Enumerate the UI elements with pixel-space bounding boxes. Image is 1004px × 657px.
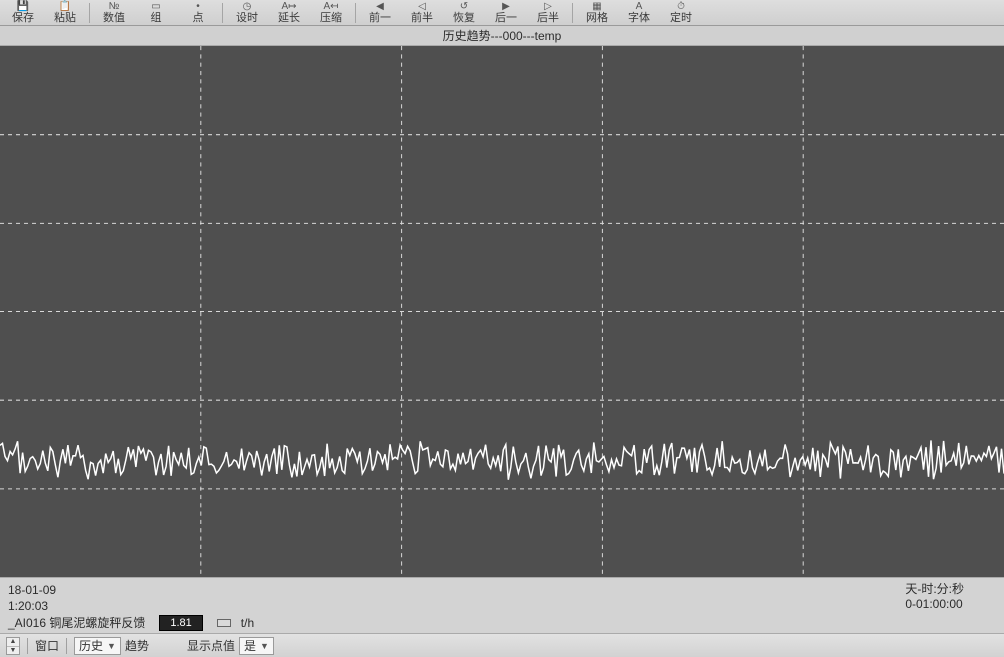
prev-one-button[interactable]: ◀前一 [359,1,401,25]
prev-one-button-label: 前一 [369,12,391,24]
next-one-button[interactable]: ▶后一 [485,1,527,25]
paste-button[interactable]: 📋粘贴 [44,1,86,25]
show-value-select[interactable]: 是 ▼ [239,637,274,655]
restore-icon: ↺ [460,2,468,12]
point-button[interactable]: •点 [177,1,219,25]
grid-button-label: 网格 [586,12,608,24]
chart-area[interactable] [0,46,1004,577]
grid-button[interactable]: ▦网格 [576,1,618,25]
grid-icon: ▦ [592,2,601,12]
save-button[interactable]: 💾保存 [2,1,44,25]
group-button[interactable]: ▭组 [135,1,177,25]
group-icon: ▭ [151,2,160,12]
restore-button-label: 恢复 [453,12,475,24]
font-button[interactable]: A字体 [618,1,660,25]
prev-half-button-label: 前半 [411,12,433,24]
group-button-label: 组 [151,12,162,24]
compress-button-label: 压缩 [320,12,342,24]
prev-half-button[interactable]: ◁前半 [401,1,443,25]
main-toolbar: 💾保存📋粘贴№数值▭组•点◷设时A↦延长A↤压缩◀前一◁前半↺恢复▶后一▷后半▦… [0,0,1004,26]
set-time-icon: ◷ [243,2,252,12]
set-time-button-label: 设时 [236,12,258,24]
point-button-label: 点 [193,12,204,24]
info-panel: 天-时:分:秒 0-01:00:00 18-01-09 1:20:03 _AI0… [0,577,1004,633]
point-icon: • [196,2,200,12]
history-select[interactable]: 历史 ▼ [74,637,121,655]
unit-label: t/h [241,616,254,630]
toolbar-separator [89,3,90,23]
set-time-button[interactable]: ◷设时 [226,1,268,25]
toolbar-separator [355,3,356,23]
time-format-label: 天-时:分:秒 [905,580,964,597]
prev-half-icon: ◁ [418,2,426,12]
time-span-value: 0-01:00:00 [905,597,964,611]
tag-label: _AI016 铜尾泥螺旋秤反馈 [8,614,145,631]
history-select-label: 历史 [79,637,103,654]
compress-button[interactable]: A↤压缩 [310,1,352,25]
next-one-button-label: 后一 [495,12,517,24]
save-icon: 💾 [17,2,29,12]
show-value-selected: 是 [244,637,256,654]
extend-button-label: 延长 [278,12,300,24]
compress-icon: A↤ [323,2,338,12]
date-value: 18-01-09 [8,583,56,597]
font-button-label: 字体 [628,12,650,24]
font-icon: A [636,2,643,12]
show-value-label: 显示点值 [187,637,235,654]
extend-icon: A↦ [281,2,296,12]
toolbar-separator [222,3,223,23]
next-half-button-label: 后半 [537,12,559,24]
window-label: 窗口 [35,637,59,654]
trend-label: 趋势 [125,637,149,654]
timer-icon: ⏱ [677,2,685,12]
restore-button[interactable]: ↺恢复 [443,1,485,25]
prev-one-icon: ◀ [376,2,384,12]
chart-title: 历史趋势---000---temp [0,26,1004,46]
next-one-icon: ▶ [502,2,510,12]
bottom-controls: ▲▼ 窗口 历史 ▼ 趋势 显示点值 是 ▼ [0,633,1004,657]
save-button-label: 保存 [12,12,34,24]
series-swatch [217,619,231,627]
timer-button[interactable]: ⏱定时 [660,1,702,25]
next-half-button[interactable]: ▷后半 [527,1,569,25]
chevron-down-icon: ▼ [260,641,269,651]
paste-icon: 📋 [59,2,71,12]
current-value: 1.81 [159,615,202,631]
extend-button[interactable]: A↦延长 [268,1,310,25]
timer-button-label: 定时 [670,12,692,24]
value-button-label: 数值 [103,12,125,24]
next-half-icon: ▷ [544,2,552,12]
value-button[interactable]: №数值 [93,1,135,25]
paste-button-label: 粘贴 [54,12,76,24]
time-value: 1:20:03 [8,599,48,613]
chevron-down-icon: ▼ [107,641,116,651]
toolbar-separator [572,3,573,23]
spinner-control[interactable]: ▲▼ [6,637,20,655]
value-icon: № [109,2,120,12]
